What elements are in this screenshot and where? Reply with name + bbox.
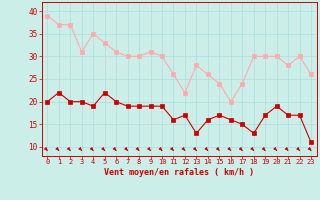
X-axis label: Vent moyen/en rafales ( km/h ): Vent moyen/en rafales ( km/h ) xyxy=(104,168,254,177)
